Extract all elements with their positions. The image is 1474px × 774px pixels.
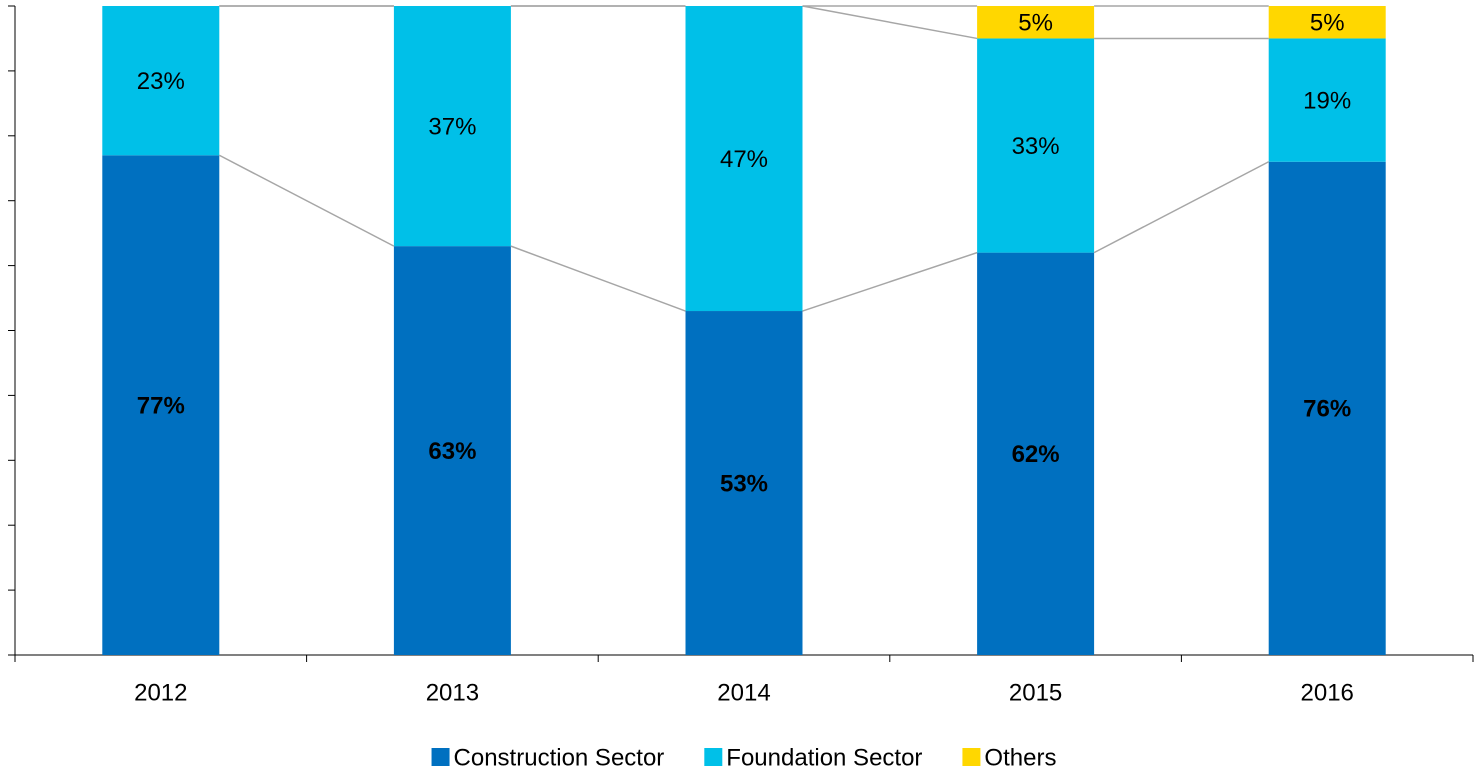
bar-segment: [1268, 161, 1386, 655]
legend-swatch: [962, 748, 981, 766]
data-label: 23%: [137, 68, 185, 95]
data-label: 77%: [137, 392, 185, 419]
data-label: 33%: [1012, 133, 1060, 160]
x-tick-label: 2015: [1009, 679, 1062, 706]
legend-label: Foundation Sector: [726, 744, 922, 771]
data-label: 76%: [1303, 396, 1351, 423]
data-label: 63%: [428, 438, 476, 465]
data-label: 53%: [720, 470, 768, 497]
connector-line: [510, 245, 686, 312]
connector-line: [218, 154, 395, 247]
x-tick-label: 2016: [1301, 679, 1354, 706]
bar-segment: [1268, 38, 1386, 162]
bar-segment: [1268, 6, 1386, 39]
bar-segment: [102, 155, 220, 655]
bar-segment: [393, 246, 511, 655]
legend-swatch: [704, 748, 723, 766]
bar-segment: [102, 6, 220, 156]
bar-segment: [393, 6, 511, 247]
bar-segment: [977, 252, 1095, 655]
data-label: 47%: [720, 146, 768, 173]
legend-label: Others: [984, 744, 1056, 771]
x-tick-label: 2013: [426, 679, 479, 706]
bar-segment: [977, 6, 1095, 39]
connector-line: [802, 5, 978, 40]
x-tick-label: 2012: [134, 679, 187, 706]
bar-segment: [685, 6, 803, 312]
x-tick-label: 2014: [717, 679, 770, 706]
data-label: 62%: [1012, 441, 1060, 468]
connector-line: [1093, 161, 1270, 254]
bar-segment: [685, 311, 803, 655]
legend-swatch: [431, 748, 450, 766]
data-label: 37%: [428, 113, 476, 140]
connector-line: [802, 251, 978, 312]
data-label: 5%: [1018, 10, 1053, 37]
data-label: 5%: [1310, 10, 1345, 37]
data-label: 19%: [1303, 87, 1351, 114]
legend-label: Construction Sector: [454, 744, 665, 771]
bar-segment: [977, 38, 1095, 253]
